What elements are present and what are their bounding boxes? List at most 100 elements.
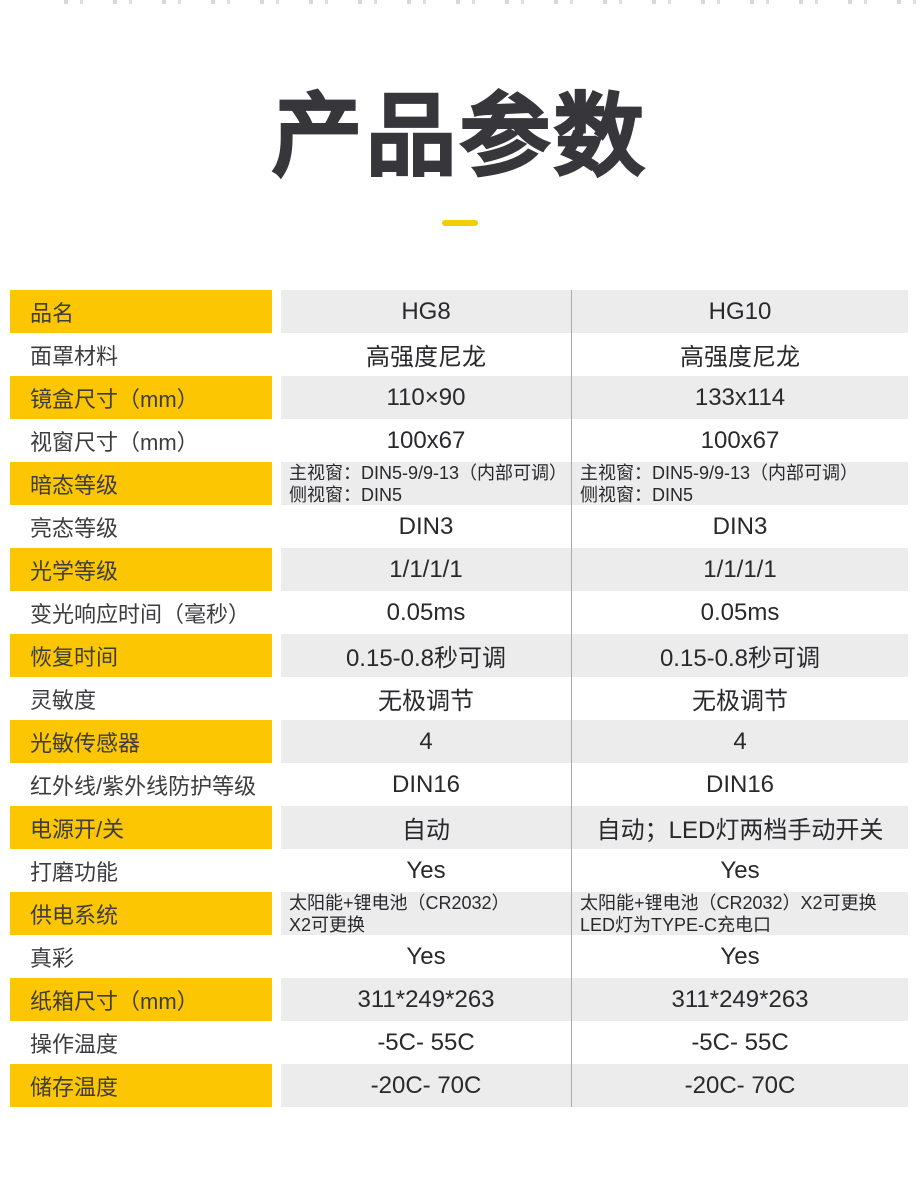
spec-value-hg8: 100x67 <box>281 419 571 463</box>
spec-value-hg8: DIN16 <box>281 763 571 807</box>
spec-value-hg8: 主视窗：DIN5-9/9-13（内部可调） 侧视窗：DIN5 <box>281 462 571 506</box>
label-column-gap <box>272 419 281 463</box>
spec-value-hg8: Yes <box>281 935 571 979</box>
spec-label: 电源开/关 <box>10 806 272 850</box>
spec-label: 真彩 <box>10 935 272 979</box>
spec-value-hg10: Yes <box>571 849 908 893</box>
spec-value-hg10: 太阳能+锂电池（CR2032）X2可更换 LED灯为TYPE-C充电口 <box>571 892 908 936</box>
label-column-gap <box>272 806 281 850</box>
label-column-gap <box>272 763 281 807</box>
label-column-gap <box>272 1021 281 1065</box>
spec-value-hg8: 311*249*263 <box>281 978 571 1022</box>
spec-value-hg10: DIN16 <box>571 763 908 807</box>
title-underline <box>442 220 478 227</box>
spec-label: 纸箱尺寸（mm） <box>10 978 272 1022</box>
spec-value-hg10: HG10 <box>571 290 908 334</box>
spec-value-hg10: 自动；LED灯两档手动开关 <box>571 806 908 850</box>
table-row: 亮态等级 DIN3 DIN3 <box>10 505 908 549</box>
spec-value-line: 侧视窗：DIN5 <box>289 484 403 505</box>
page-title: 产品参数 <box>271 86 648 188</box>
spec-value-hg10: DIN3 <box>571 505 908 549</box>
spec-label: 供电系统 <box>10 892 272 936</box>
spec-label: 红外线/紫外线防护等级 <box>10 763 272 807</box>
spec-value-hg10: 无极调节 <box>571 677 908 721</box>
table-row: 储存温度 -20C- 70C -20C- 70C <box>10 1064 908 1108</box>
label-column-gap <box>272 591 281 635</box>
table-row: 灵敏度 无极调节 无极调节 <box>10 677 908 721</box>
label-column-gap <box>272 1064 281 1108</box>
label-column-gap <box>272 978 281 1022</box>
table-row: 面罩材料 高强度尼龙 高强度尼龙 <box>10 333 908 377</box>
table-row: 红外线/紫外线防护等级 DIN16 DIN16 <box>10 763 908 807</box>
spec-value-line: 太阳能+锂电池（CR2032）X2可更换 <box>580 892 877 913</box>
spec-value-line: 主视窗：DIN5-9/9-13（内部可调） <box>289 462 568 483</box>
table-row: 变光响应时间（毫秒） 0.05ms 0.05ms <box>10 591 908 635</box>
label-column-gap <box>272 290 281 334</box>
spec-value-line: LED灯为TYPE-C充电口 <box>580 914 772 935</box>
spec-value-hg8: 自动 <box>281 806 571 850</box>
spec-value-hg8: 高强度尼龙 <box>281 333 571 377</box>
spec-label: 打磨功能 <box>10 849 272 893</box>
table-row: 真彩 Yes Yes <box>10 935 908 979</box>
spec-label: 储存温度 <box>10 1064 272 1108</box>
label-column-gap <box>272 720 281 764</box>
top-edge-text-artifact <box>64 0 916 4</box>
spec-label: 品名 <box>10 290 272 334</box>
spec-label: 变光响应时间（毫秒） <box>10 591 272 635</box>
spec-value-hg8: 110×90 <box>281 376 571 420</box>
spec-value-hg8: -5C- 55C <box>281 1021 571 1065</box>
label-column-gap <box>272 677 281 721</box>
label-column-gap <box>272 376 281 420</box>
spec-value-hg10: 133x114 <box>571 376 908 420</box>
label-column-gap <box>272 333 281 377</box>
table-row: 光敏传感器 4 4 <box>10 720 908 764</box>
spec-value-hg10: 0.05ms <box>571 591 908 635</box>
spec-label: 光敏传感器 <box>10 720 272 764</box>
spec-value-hg10: 高强度尼龙 <box>571 333 908 377</box>
title-section: 产品参数 <box>0 0 920 227</box>
spec-value-line: X2可更换 <box>289 914 366 935</box>
spec-label: 亮态等级 <box>10 505 272 549</box>
table-row: 镜盒尺寸（mm） 110×90 133x114 <box>10 376 908 420</box>
spec-value-hg8: 1/1/1/1 <box>281 548 571 592</box>
spec-value-hg10: -20C- 70C <box>571 1064 908 1108</box>
spec-value-hg10: 1/1/1/1 <box>571 548 908 592</box>
spec-value-hg8: 4 <box>281 720 571 764</box>
label-column-gap <box>272 505 281 549</box>
spec-label: 视窗尺寸（mm） <box>10 419 272 463</box>
spec-table: 品名 HG8 HG10 面罩材料 高强度尼龙 高强度尼龙 镜盒尺寸（mm） 110×90 133… <box>10 290 908 1108</box>
table-row: 电源开/关 自动 自动；LED灯两档手动开关 <box>10 806 908 850</box>
table-row: 打磨功能 Yes Yes <box>10 849 908 893</box>
spec-value-hg8: 无极调节 <box>281 677 571 721</box>
spec-value-hg10: 0.15-0.8秒可调 <box>571 634 908 678</box>
spec-value-hg10: 100x67 <box>571 419 908 463</box>
spec-label: 镜盒尺寸（mm） <box>10 376 272 420</box>
label-column-gap <box>272 548 281 592</box>
table-row: 光学等级 1/1/1/1 1/1/1/1 <box>10 548 908 592</box>
table-row: 供电系统 太阳能+锂电池（CR2032） X2可更换 太阳能+锂电池（CR2032）X… <box>10 892 908 936</box>
spec-value-hg10: -5C- 55C <box>571 1021 908 1065</box>
spec-label: 操作温度 <box>10 1021 272 1065</box>
spec-value-hg8: -20C- 70C <box>281 1064 571 1108</box>
spec-label: 面罩材料 <box>10 333 272 377</box>
table-row: 恢复时间 0.15-0.8秒可调 0.15-0.8秒可调 <box>10 634 908 678</box>
label-column-gap <box>272 634 281 678</box>
spec-value-hg10: 主视窗：DIN5-9/9-13（内部可调） 侧视窗：DIN5 <box>571 462 908 506</box>
table-row: 暗态等级 主视窗：DIN5-9/9-13（内部可调） 侧视窗：DIN5 主视窗：DIN… <box>10 462 908 506</box>
spec-value-hg8: 0.05ms <box>281 591 571 635</box>
label-column-gap <box>272 892 281 936</box>
spec-label: 光学等级 <box>10 548 272 592</box>
spec-label: 恢复时间 <box>10 634 272 678</box>
label-column-gap <box>272 935 281 979</box>
spec-value-hg8: Yes <box>281 849 571 893</box>
spec-value-hg8: HG8 <box>281 290 571 334</box>
label-column-gap <box>272 462 281 506</box>
spec-value-hg8: DIN3 <box>281 505 571 549</box>
table-row: 操作温度 -5C- 55C -5C- 55C <box>10 1021 908 1065</box>
spec-value-hg10: 4 <box>571 720 908 764</box>
spec-label: 暗态等级 <box>10 462 272 506</box>
spec-value-hg8: 0.15-0.8秒可调 <box>281 634 571 678</box>
spec-value-line: 侧视窗：DIN5 <box>580 484 694 505</box>
spec-value-line: 太阳能+锂电池（CR2032） <box>289 892 510 913</box>
